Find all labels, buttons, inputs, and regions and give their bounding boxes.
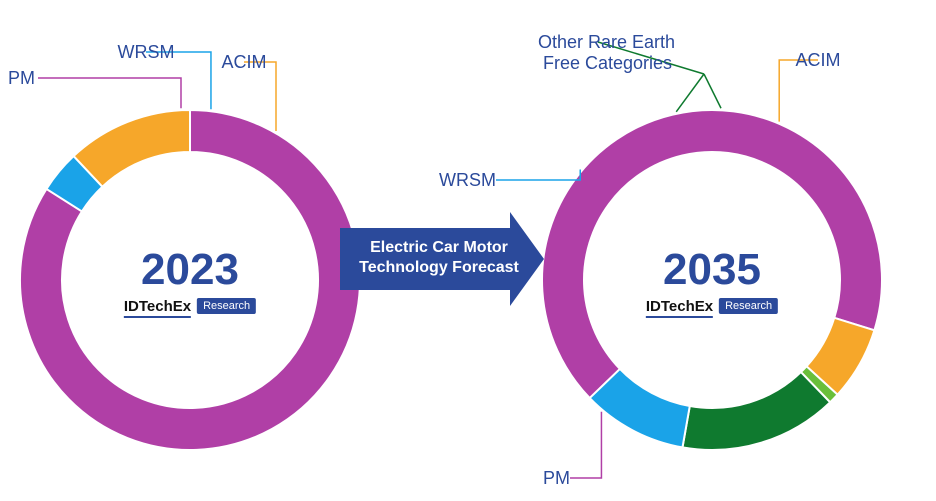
forecast-arrow-label: Electric Car MotorTechnology Forecast [344,238,534,278]
